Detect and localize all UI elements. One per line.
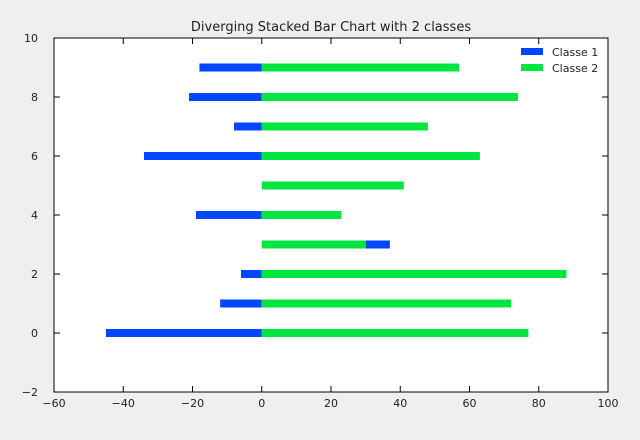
bar-classe-1-6 — [144, 152, 262, 160]
bar-classe-1-7 — [234, 122, 262, 131]
bar-classe-1-2 — [240, 270, 262, 278]
y-tick-label: 2 — [31, 268, 38, 281]
bar-classe-1-8 — [189, 93, 262, 101]
x-tick-label: −60 — [42, 397, 65, 410]
y-tick-label: 0 — [31, 327, 38, 340]
x-tick-label: 100 — [598, 397, 619, 410]
plot-frame — [53, 37, 609, 393]
legend-label: Classe 2 — [552, 62, 598, 75]
x-tick-label: 40 — [393, 397, 407, 410]
bar-classe-2-4 — [261, 211, 342, 219]
legend-swatch — [521, 48, 543, 55]
legend-label: Classe 1 — [552, 46, 598, 59]
bar-classe-2-8 — [261, 93, 518, 101]
bar-classe-2-1 — [261, 299, 512, 308]
x-tick-label: −40 — [112, 397, 135, 410]
bar-classe-1-9 — [199, 63, 262, 72]
bar-classe-2-3 — [261, 240, 366, 249]
bar-classe-1-4 — [195, 211, 262, 219]
bar-classe-2-7 — [261, 122, 428, 131]
chart-title: Diverging Stacked Bar Chart with 2 class… — [191, 20, 471, 35]
bar-classe-2-2 — [261, 270, 567, 278]
legend: Classe 1 Classe 2 — [521, 46, 598, 75]
x-tick-label: 20 — [324, 397, 338, 410]
x-tick-label: −20 — [181, 397, 204, 410]
bar-classe-1-1 — [220, 299, 262, 308]
bar-classe-1-3 — [365, 240, 390, 249]
bar-classe-2-0 — [261, 329, 529, 337]
x-tick-label: 60 — [463, 397, 477, 410]
bar-classe-2-5 — [261, 181, 404, 190]
bar-classe-1-0 — [105, 329, 262, 337]
y-tick-label: 4 — [31, 209, 38, 222]
x-tick-label: 0 — [258, 397, 265, 410]
y-tick-label: 10 — [24, 32, 38, 45]
legend-swatch — [521, 64, 543, 71]
bar-classe-2-6 — [261, 152, 480, 160]
y-tick-label: 8 — [31, 91, 38, 104]
bar-classe-2-9 — [261, 63, 460, 72]
x-tick-label: 80 — [532, 397, 546, 410]
y-tick-label: −2 — [22, 386, 38, 399]
y-tick-label: 6 — [31, 150, 38, 163]
bars-layer — [105, 63, 567, 337]
